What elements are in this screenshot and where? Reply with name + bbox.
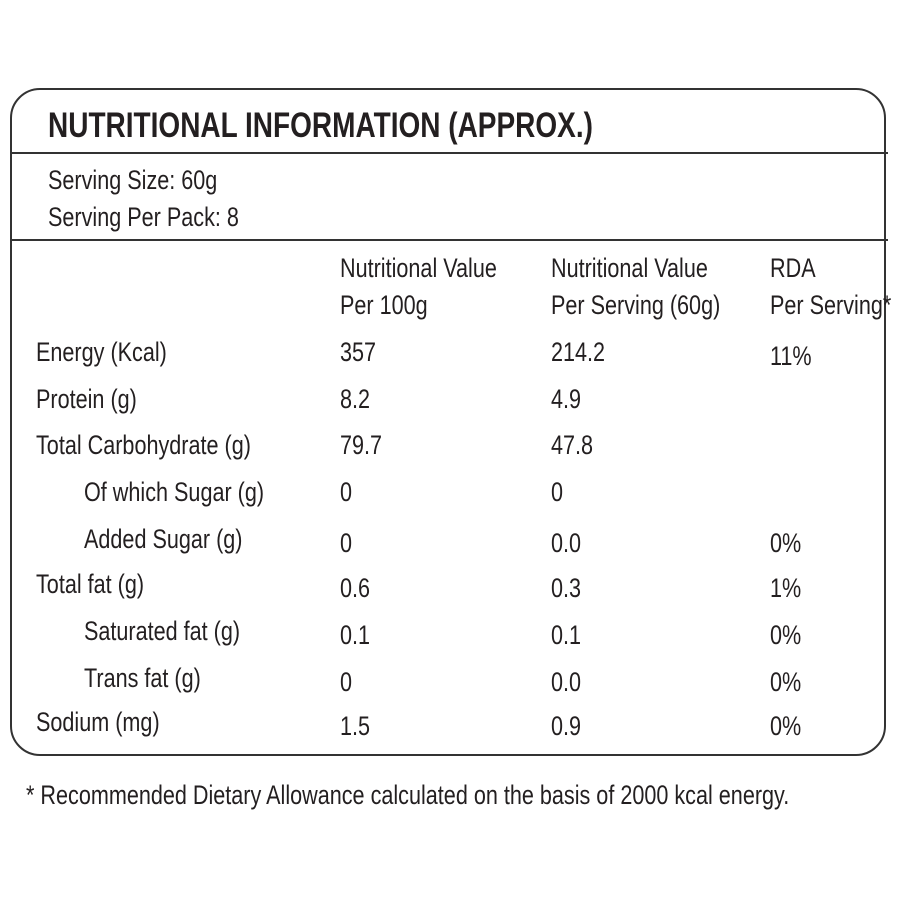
row-label: Sodium (mg)	[36, 707, 160, 737]
column-header: RDA	[770, 253, 816, 283]
divider	[10, 239, 888, 241]
divider	[10, 152, 888, 154]
cell-value: 0.1	[340, 620, 371, 650]
cell-value: 0%	[770, 620, 802, 650]
cell-value: 0%	[770, 528, 802, 558]
cell-value: 0.1	[551, 620, 582, 650]
row-label: Of which Sugar (g)	[84, 477, 265, 507]
column-header: Nutritional Value	[551, 253, 708, 283]
cell-value: 214.2	[551, 337, 606, 367]
row-label: Saturated fat (g)	[84, 616, 241, 646]
row-label: Added Sugar (g)	[84, 524, 243, 554]
cell-value: 79.7	[340, 430, 383, 460]
cell-value: 1%	[770, 573, 802, 603]
servings-per-pack: Serving Per Pack: 8	[48, 202, 239, 232]
column-header: Per Serving*	[770, 290, 892, 320]
cell-value: 0%	[770, 667, 802, 697]
cell-value: 0.0	[551, 667, 582, 697]
cell-value: 0.0	[551, 528, 582, 558]
row-label: Trans fat (g)	[84, 663, 201, 693]
column-header: Per Serving (60g)	[551, 290, 721, 320]
row-label: Protein (g)	[36, 384, 137, 414]
serving-size: Serving Size: 60g	[48, 165, 218, 195]
title: NUTRITIONAL INFORMATION (APPROX.)	[48, 106, 593, 145]
cell-value: 0.3	[551, 573, 582, 603]
row-label: Total Carbohydrate (g)	[36, 430, 251, 460]
cell-value: 0.6	[340, 573, 371, 603]
cell-value: 0%	[770, 711, 802, 741]
column-header: Nutritional Value	[340, 253, 497, 283]
cell-value: 357	[340, 337, 377, 367]
row-label: Total fat (g)	[36, 569, 145, 599]
cell-value: 0	[340, 477, 353, 507]
row-label: Energy (Kcal)	[36, 337, 167, 367]
cell-value: 1.5	[340, 711, 371, 741]
cell-value: 0	[340, 528, 353, 558]
cell-value: 0.9	[551, 711, 582, 741]
cell-value: 11%	[770, 341, 812, 371]
cell-value: 4.9	[551, 384, 582, 414]
footnote: * Recommended Dietary Allowance calculat…	[26, 780, 790, 810]
cell-value: 0	[340, 667, 353, 697]
label-border	[10, 88, 886, 756]
cell-value: 47.8	[551, 430, 594, 460]
column-header: Per 100g	[340, 290, 428, 320]
cell-value: 8.2	[340, 384, 371, 414]
cell-value: 0	[551, 477, 564, 507]
